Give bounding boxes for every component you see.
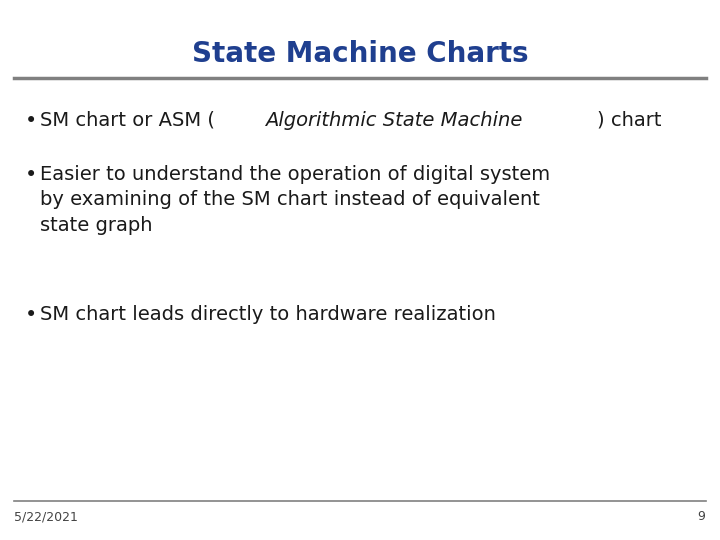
Text: 5/22/2021: 5/22/2021: [14, 510, 78, 523]
Text: Algorithmic State Machine: Algorithmic State Machine: [265, 111, 523, 130]
Text: State Machine Charts: State Machine Charts: [192, 40, 528, 69]
Text: 9: 9: [698, 510, 706, 523]
Text: •: •: [25, 305, 37, 325]
Text: •: •: [25, 111, 37, 131]
Text: •: •: [25, 165, 37, 185]
Text: ) chart: ) chart: [598, 111, 662, 130]
Text: SM chart leads directly to hardware realization: SM chart leads directly to hardware real…: [40, 305, 495, 324]
Text: SM chart or ASM (: SM chart or ASM (: [40, 111, 215, 130]
Text: Easier to understand the operation of digital system
by examining of the SM char: Easier to understand the operation of di…: [40, 165, 550, 235]
